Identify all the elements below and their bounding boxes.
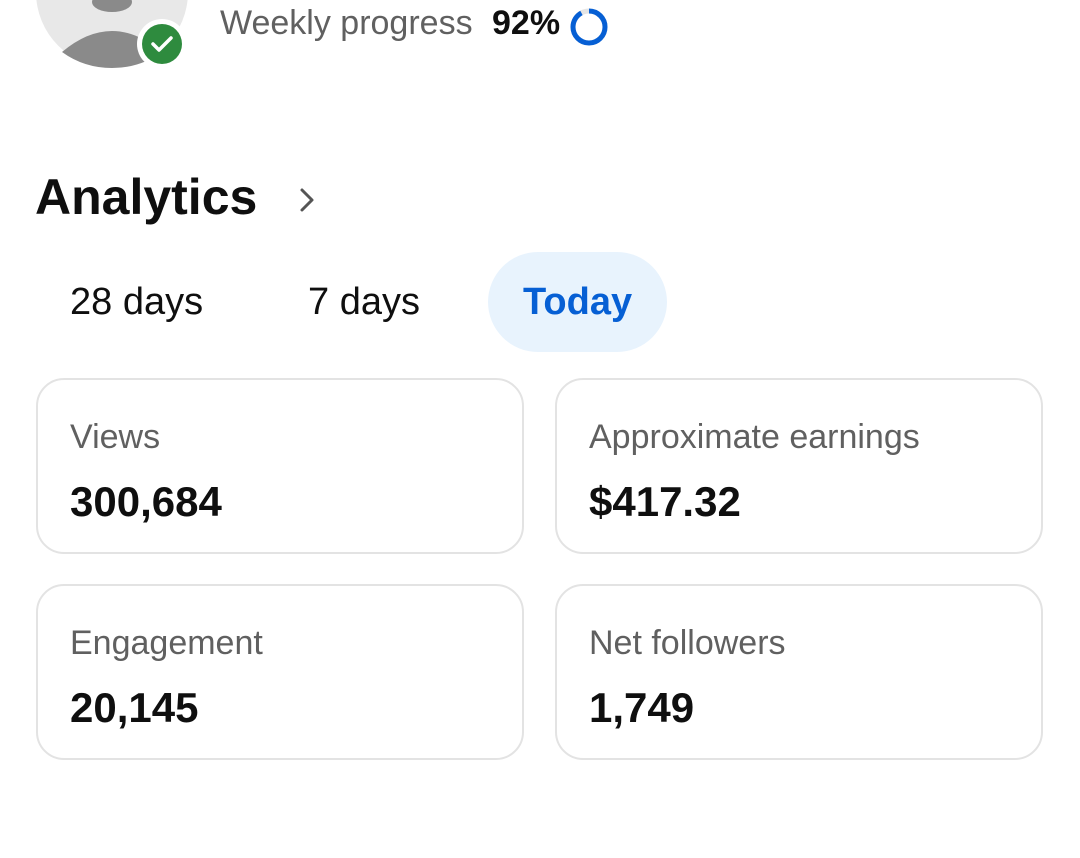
badge-check [151,36,173,52]
ring-arc [570,8,608,46]
metric-label: Engagement [70,624,263,662]
metric-label: Views [70,418,161,456]
metric-label: Net followers [589,624,786,662]
metric-label: Approximate earnings [589,418,920,456]
progress-value: 92% [492,4,561,42]
progress-ring [570,8,608,46]
chevron-path [300,188,314,212]
verified-badge [142,24,182,64]
metric-value: 300,684 [70,478,222,525]
tab[interactable]: Today [488,252,668,352]
progress-label: Weekly progress [220,4,473,42]
metric-card[interactable]: Engagement 20,145 [36,584,524,760]
metric-card[interactable]: Net followers 1,749 [555,584,1043,760]
avatar-body [62,31,162,68]
tab[interactable]: 28 days [70,281,204,323]
metric-value: $417.32 [589,478,741,525]
metric-value: 20,145 [70,684,199,731]
chevron[interactable] [292,180,322,220]
tab[interactable]: 7 days [308,281,420,323]
metric-card[interactable]: Approximate earnings $417.32 [555,378,1043,554]
section-title[interactable]: Analytics [35,169,258,225]
metric-value: 1,749 [589,684,695,731]
avatar[interactable] [0,0,200,90]
metric-card[interactable]: Views 300,684 [36,378,524,554]
avatar-head [92,0,132,12]
